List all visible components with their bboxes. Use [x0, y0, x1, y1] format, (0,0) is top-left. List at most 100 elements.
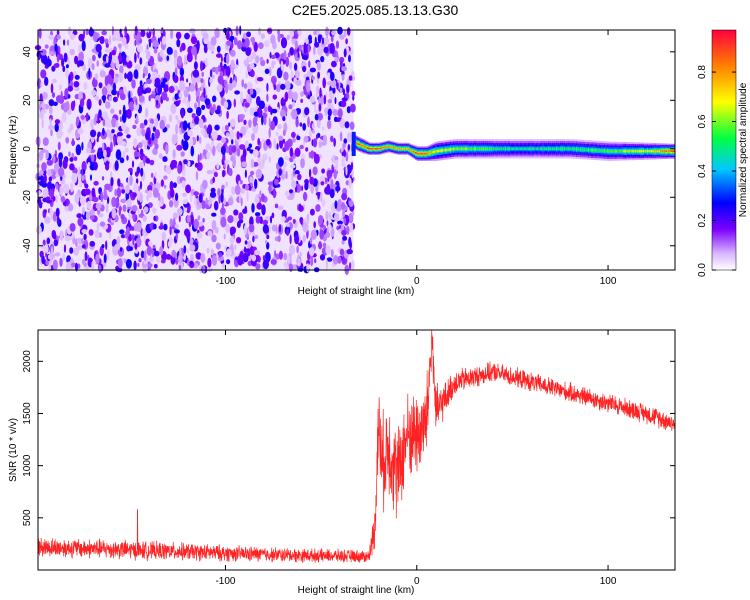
noise-speckle — [135, 115, 139, 123]
noise-speckle — [39, 250, 44, 258]
signal-band-cell — [614, 150, 617, 153]
noise-speckle — [48, 124, 55, 131]
noise-speckle — [244, 205, 248, 214]
y-tick-label: 1000 — [22, 454, 33, 477]
noise-speckle — [171, 249, 176, 258]
noise-speckle — [278, 250, 283, 260]
noise-speckle — [236, 237, 242, 244]
noise-speckle — [270, 54, 277, 60]
signal-band-cell — [475, 147, 478, 150]
noise-speckle — [234, 244, 237, 251]
noise-speckle — [41, 162, 47, 172]
noise-speckle — [138, 95, 145, 103]
noise-speckle — [148, 136, 152, 145]
noise-speckle — [229, 236, 235, 245]
noise-speckle — [153, 250, 160, 257]
noise-speckle — [285, 171, 288, 180]
noise-speckle — [170, 162, 175, 170]
noise-speckle — [136, 127, 142, 137]
noise-speckle — [182, 120, 188, 131]
noise-speckle — [310, 184, 315, 194]
noise-speckle — [69, 123, 74, 131]
noise-speckle — [53, 163, 60, 173]
noise-speckle — [153, 215, 156, 222]
noise-speckle — [45, 260, 49, 266]
noise-speckle — [192, 69, 200, 78]
noise-speckle — [197, 215, 201, 221]
signal-band-cell — [409, 149, 412, 151]
noise-speckle — [243, 119, 247, 126]
noise-speckle — [134, 52, 137, 63]
noise-speckle — [319, 103, 321, 112]
noise-speckle — [195, 82, 198, 92]
noise-speckle — [173, 229, 180, 234]
noise-speckle — [333, 169, 337, 180]
noise-speckle — [178, 92, 183, 98]
noise-speckle — [269, 51, 272, 59]
noise-speckle — [45, 58, 52, 67]
noise-speckle — [277, 235, 281, 243]
noise-speckle — [240, 126, 247, 136]
colorbar: 0.0 0.2 0.4 0.6 0.8 Normalized spectral ampl… — [697, 29, 749, 277]
noise-speckle — [337, 199, 342, 205]
noise-speckle — [276, 67, 283, 79]
noise-speckle — [146, 245, 153, 256]
noise-speckle — [172, 212, 178, 220]
noise-speckle — [59, 185, 64, 197]
noise-speckle — [294, 147, 301, 157]
noise-speckle — [310, 150, 315, 159]
noise-speckle — [62, 252, 66, 262]
noise-speckle — [294, 29, 298, 35]
signal-band-cell — [459, 147, 461, 150]
signal-band-cell — [400, 148, 403, 150]
noise-speckle — [340, 100, 347, 108]
signal-band-cell — [594, 149, 597, 152]
x-tick-label: 0 — [414, 576, 420, 587]
noise-speckle — [138, 258, 142, 263]
signal-band-cell — [624, 150, 626, 153]
noise-speckle — [189, 244, 196, 252]
noise-speckle — [162, 30, 166, 38]
noise-speckle — [159, 119, 165, 130]
noise-speckle — [124, 26, 128, 36]
noise-speckle — [348, 177, 352, 189]
signal-band-cell — [389, 146, 392, 148]
signal-band-cell — [604, 149, 606, 153]
noise-speckle — [184, 228, 190, 237]
signal-band-cell — [525, 147, 527, 150]
noise-speckle — [226, 53, 230, 65]
snr-y-axis-label: SNR (10 * v/v) — [8, 418, 19, 482]
signal-band-cell — [462, 147, 464, 150]
signal-band-cell — [656, 150, 658, 153]
noise-speckle — [147, 190, 153, 198]
noise-speckle — [300, 218, 303, 225]
signal-band-cell — [566, 147, 569, 150]
noise-speckle — [150, 172, 154, 178]
noise-speckle — [325, 92, 328, 99]
noise-speckle — [248, 143, 253, 149]
noise-speckle — [81, 229, 88, 234]
noise-speckle — [56, 34, 61, 40]
noise-speckle — [95, 43, 102, 53]
noise-speckle — [272, 94, 278, 100]
noise-speckle — [76, 116, 80, 124]
noise-speckle — [48, 105, 53, 115]
noise-speckle — [327, 115, 331, 121]
signal-band-cell — [583, 148, 586, 151]
signal-band-cell — [620, 150, 622, 153]
noise-speckle — [339, 87, 343, 93]
signal-band-cell — [360, 144, 362, 147]
noise-speckle — [46, 159, 53, 166]
noise-speckle — [186, 52, 193, 63]
noise-speckle — [159, 49, 164, 58]
signal-band-cell — [612, 150, 614, 153]
noise-speckle — [164, 126, 168, 132]
signal-band-cell — [557, 147, 559, 150]
noise-speckle — [84, 251, 88, 262]
noise-speckle — [117, 178, 121, 187]
noise-speckle — [190, 36, 198, 45]
noise-speckle — [152, 207, 157, 214]
noise-speckle — [302, 221, 309, 233]
signal-band-cell — [628, 150, 630, 153]
noise-speckle — [38, 55, 41, 60]
